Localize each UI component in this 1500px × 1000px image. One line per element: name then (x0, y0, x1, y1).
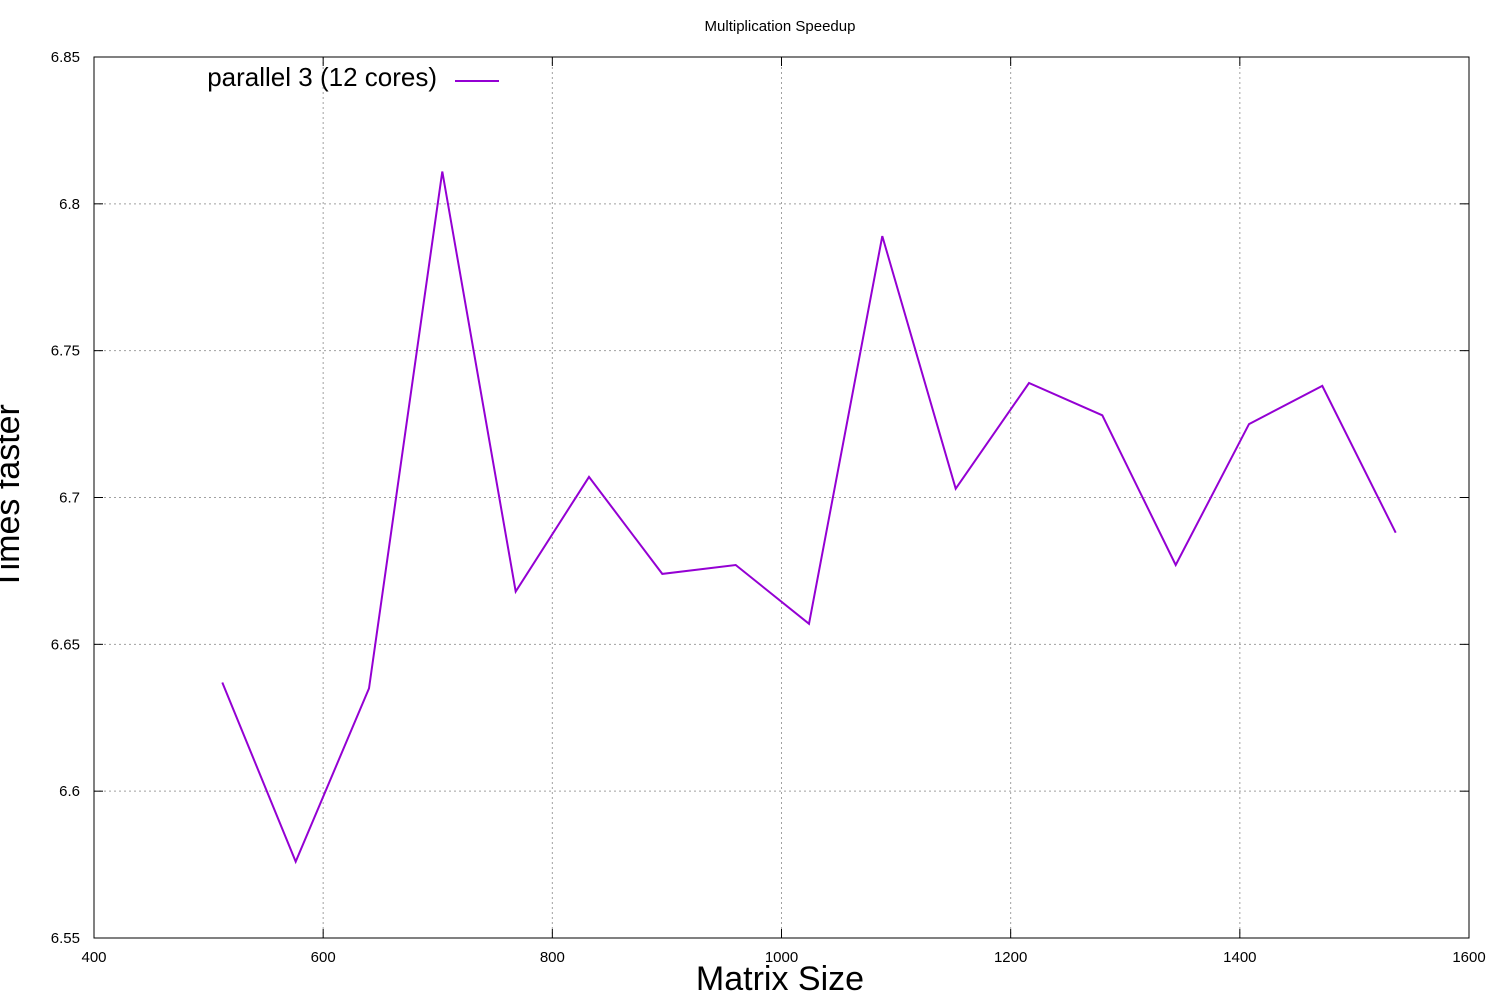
y-tick-label: 6.65 (51, 636, 80, 653)
y-axis-title: Times faster (0, 404, 27, 590)
x-tick-label: 400 (81, 949, 106, 966)
y-tick-label: 6.8 (59, 196, 80, 213)
y-tick-label: 6.6 (59, 783, 80, 800)
series-lines (221, 171, 1397, 865)
axis-ticks: 400 600 800 1000 1200 1400 1600 6.55 6.6 6.65 6.7 6… (51, 49, 1486, 966)
legend: parallel 3 (12 cores) (207, 62, 499, 92)
grid-lines (94, 57, 1469, 938)
y-tick-label: 6.85 (51, 49, 80, 66)
y-tick-label: 6.75 (51, 343, 80, 360)
x-tick-label: 1400 (1223, 949, 1256, 966)
x-tick-label: 800 (540, 949, 565, 966)
series-line (221, 171, 1397, 865)
x-axis-title: Matrix Size (696, 960, 864, 998)
x-tick-label: 1600 (1452, 949, 1485, 966)
legend-label: parallel 3 (12 cores) (207, 62, 437, 92)
y-tick-label: 6.55 (51, 930, 80, 947)
chart-title: Multiplication Speedup (705, 18, 856, 35)
x-tick-label: 1000 (765, 949, 798, 966)
y-tick-label: 6.7 (59, 490, 80, 507)
x-tick-label: 1200 (994, 949, 1027, 966)
x-tick-label: 600 (311, 949, 336, 966)
